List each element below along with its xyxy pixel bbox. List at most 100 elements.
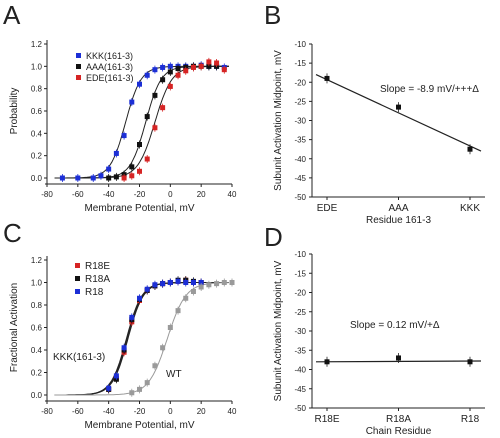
data-point	[214, 60, 220, 66]
legend-label: R18E	[85, 261, 110, 272]
data-point	[167, 280, 173, 285]
slope-annotation: Slope = 0.12 mV/+Δ	[350, 320, 440, 331]
x-tick-label: -20	[134, 407, 146, 416]
data-point	[167, 325, 173, 330]
y-tick-label: 1.2	[31, 40, 43, 49]
x-tick-label: R18	[461, 414, 480, 425]
legend-label: EDE(161-3)	[86, 73, 134, 83]
data-point	[152, 92, 158, 98]
data-point	[144, 72, 150, 78]
data-point	[129, 390, 135, 396]
data-point	[175, 66, 181, 72]
y-tick-label: 0.8	[31, 301, 43, 310]
data-point	[206, 59, 212, 65]
y-tick-label: 0.6	[31, 107, 43, 116]
y-tick-label: -35	[294, 136, 306, 145]
y-tick-label: 0.2	[31, 152, 43, 161]
y-tick-label: -40	[294, 366, 306, 375]
data-point	[190, 64, 196, 70]
y-tick-label: -50	[294, 193, 306, 202]
x-axis-label: Residue 161-3	[366, 215, 431, 226]
x-tick-label: 20	[197, 407, 206, 416]
y-tick-label: -45	[294, 174, 306, 183]
legend-marker	[75, 263, 80, 268]
data-point	[198, 63, 204, 69]
data-point	[396, 104, 401, 110]
y-axis-label: Subunit Activation Midpoint, mV	[273, 50, 284, 191]
x-axis-label: Membrane Potential, mV	[84, 203, 194, 214]
panel-A: A 0.0 0.2 0.4 0.6 0.8 1.0 1.2 -80 -60 -40 -20 0 20 40 M…	[3, 0, 237, 214]
y-tick-label: 0.4	[31, 129, 43, 138]
data-point	[129, 99, 135, 105]
data-point	[144, 156, 150, 162]
y-tick-label: -20	[294, 78, 306, 87]
data-point	[113, 150, 119, 156]
data-point	[160, 345, 166, 351]
data-point	[167, 83, 173, 89]
data-point	[106, 175, 112, 181]
x-tick-label: -40	[103, 407, 115, 416]
x-tick-label: -40	[103, 190, 115, 199]
panel-letter: A	[3, 0, 21, 30]
legend-marker	[76, 64, 81, 69]
data-point	[121, 345, 127, 351]
x-tick-label: 0	[168, 407, 173, 416]
data-point	[467, 146, 473, 152]
data-point	[152, 282, 158, 288]
data-point	[198, 284, 204, 290]
data-point	[175, 278, 181, 284]
data-point	[167, 69, 173, 75]
y-tick-label: 1.0	[31, 279, 43, 288]
data-point	[160, 281, 166, 287]
x-tick-label: R18E	[314, 414, 339, 425]
data-point	[75, 175, 81, 181]
legend-label: AAA(161-3)	[86, 62, 133, 72]
x-tick-label: EDE	[317, 203, 338, 214]
data-point	[129, 173, 135, 179]
data-point	[152, 125, 158, 131]
data-point	[144, 286, 150, 292]
data-point	[324, 359, 330, 365]
y-tick-label: 0.2	[31, 369, 43, 378]
y-tick-label: -15	[294, 269, 306, 278]
data-point	[113, 373, 119, 379]
data-point	[106, 385, 112, 391]
y-tick-label: -35	[294, 346, 306, 355]
data-point	[190, 280, 196, 285]
data-point	[90, 175, 96, 181]
data-point	[183, 295, 189, 301]
data-point	[183, 280, 189, 285]
x-tick-label: -80	[41, 190, 53, 199]
panel-D: D -10 -15 -20 -25 -30 -35 -40 -45 -50 R18E R18A R18 C…	[264, 222, 485, 437]
curve-label-wt: WT	[166, 369, 182, 380]
legend-label: R18	[85, 287, 104, 298]
data-point	[467, 359, 473, 365]
data-point	[183, 68, 189, 74]
y-tick-label: -30	[294, 117, 306, 126]
data-point	[113, 174, 119, 180]
y-tick-label: 1.0	[31, 62, 43, 71]
y-tick-label: -10	[294, 40, 306, 49]
y-tick-label: -25	[294, 308, 306, 317]
data-point	[198, 280, 204, 285]
y-axis-label: Subunit Activation Midpoint, mV	[273, 260, 284, 401]
x-tick-label: R18A	[386, 414, 411, 425]
legend-label: KKK(161-3)	[86, 51, 133, 61]
data-point	[160, 77, 166, 83]
panel-letter: B	[264, 0, 281, 30]
slope-annotation: Slope = -8.9 mV/+++Δ	[380, 84, 479, 95]
data-point	[121, 133, 127, 139]
panel-letter: C	[3, 218, 22, 248]
data-point	[137, 168, 142, 174]
y-tick-label: -40	[294, 155, 306, 164]
x-tick-label: -20	[134, 190, 146, 199]
data-point	[190, 289, 196, 294]
x-axis-label: Chain Residue	[366, 426, 432, 437]
x-axis-label: Membrane Potential, mV	[84, 420, 194, 431]
y-tick-label: -45	[294, 385, 306, 394]
y-tick-label: -25	[294, 97, 306, 106]
y-tick-label: 0.8	[31, 85, 43, 94]
data-point	[152, 67, 158, 73]
data-point	[106, 166, 112, 172]
